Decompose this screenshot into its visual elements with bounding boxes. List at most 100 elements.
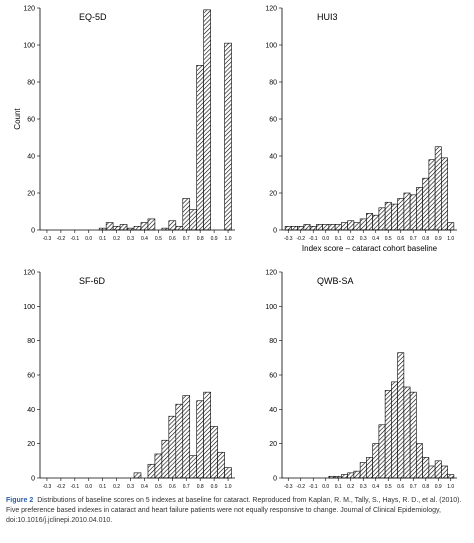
x-tick-label: 0.4 (141, 484, 148, 490)
x-tick-label: 0.9 (435, 236, 442, 242)
y-tick-label: 40 (27, 407, 35, 414)
x-tick-label: 1.0 (225, 484, 232, 490)
x-tick-label: 0.0 (322, 484, 329, 490)
histogram-bar (422, 177, 430, 231)
histogram-bar (284, 226, 292, 231)
y-tick-label: 40 (269, 154, 277, 161)
x-tick-label: -0.1 (71, 484, 80, 490)
x-tick-label: 0.7 (410, 236, 417, 242)
histogram-bar (359, 462, 367, 479)
x-tick-label: -0.2 (296, 484, 305, 490)
x-tick-label: 0.6 (397, 484, 404, 490)
y-tick-label: 80 (27, 80, 35, 87)
x-tick-label: 1.0 (225, 236, 232, 242)
histogram-bar (428, 465, 436, 479)
x-tick-label: 0.2 (113, 484, 120, 490)
histogram-bar (119, 224, 128, 231)
histogram-bar (175, 226, 184, 231)
histogram-bar (291, 226, 298, 231)
histogram-bar (347, 220, 355, 231)
histogram-bar (378, 424, 386, 479)
x-tick-label: -0.3 (284, 484, 293, 490)
histogram-bar (322, 224, 330, 231)
histogram-bar (434, 460, 442, 479)
histogram-bar (341, 222, 348, 231)
x-tick-label: 0.3 (360, 236, 367, 242)
histogram-bar (147, 463, 156, 479)
histogram-bar (182, 198, 191, 231)
y-tick-label: 0 (31, 228, 35, 235)
x-tick-label: 0.4 (372, 484, 379, 490)
x-tick-label: 1.0 (447, 484, 454, 490)
histogram-bar (328, 224, 336, 231)
y-tick-label: 100 (23, 43, 35, 50)
y-tick-label: 60 (269, 373, 277, 380)
y-tick-label: 20 (27, 191, 35, 198)
y-tick-label: 20 (27, 441, 35, 448)
histogram-bar (384, 201, 392, 231)
y-tick-label: 40 (27, 154, 35, 161)
x-tick-label: 0.3 (127, 236, 134, 242)
histogram-bar (168, 415, 177, 479)
histogram-bar (147, 218, 156, 231)
histogram-bar (224, 467, 232, 479)
caption-label: Figure 2 (6, 497, 34, 504)
histogram-bar (309, 226, 317, 231)
histogram-bar (372, 214, 380, 231)
histogram-bar (175, 403, 184, 479)
x-tick-label: 0.9 (211, 484, 218, 490)
histogram-bar (189, 209, 197, 231)
x-tick-label: 0.9 (435, 484, 442, 490)
x-tick-label: 0.5 (155, 484, 162, 490)
histogram-bar (161, 439, 170, 479)
x-tick-label: 0.1 (99, 236, 106, 242)
histogram-bar (353, 470, 361, 479)
histogram-bar (409, 391, 417, 479)
x-tick-label: 0.6 (169, 236, 176, 242)
y-tick-label: 100 (23, 304, 35, 311)
x-tick-label: 0.3 (127, 484, 134, 490)
histogram-bar (203, 9, 211, 231)
y-tick-label: 20 (269, 441, 277, 448)
x-tick-label: 0.1 (99, 484, 106, 490)
histogram-bar (203, 391, 211, 479)
x-tick-label: -0.2 (57, 236, 66, 242)
histogram-bar (416, 443, 423, 479)
histogram-bar (397, 352, 405, 479)
histogram-bar (366, 213, 373, 231)
histogram-bar (391, 381, 398, 479)
histogram-bar (316, 224, 323, 231)
x-tick-label: 0.5 (385, 236, 392, 242)
histogram-bar (154, 453, 163, 479)
histogram-bar (378, 207, 386, 231)
x-tick-label: 0.7 (183, 484, 190, 490)
chart-title: EQ-5D (79, 12, 107, 22)
x-tick-label: 0.6 (397, 236, 404, 242)
histogram-bar (359, 218, 367, 231)
histogram-bar (196, 65, 204, 231)
histogram-bar (353, 222, 361, 231)
histogram-bar (441, 465, 448, 479)
histogram-bar (422, 457, 430, 479)
x-tick-label: 0.0 (85, 484, 92, 490)
histogram-bar (196, 400, 204, 479)
histogram-bar (403, 192, 411, 231)
y-tick-label: 120 (265, 270, 277, 277)
x-tick-label: 0.2 (347, 236, 354, 242)
x-tick-label: 0.7 (183, 236, 190, 242)
x-tick-label: 0.7 (410, 484, 417, 490)
x-tick-label: 0.8 (197, 484, 204, 490)
y-tick-label: 0 (273, 476, 277, 483)
y-tick-label: 80 (269, 80, 277, 87)
histogram-bar (133, 472, 142, 479)
x-tick-label: -0.1 (309, 236, 318, 242)
x-tick-label: 0.0 (85, 236, 92, 242)
histogram-bar (391, 203, 398, 231)
histogram-bar (189, 455, 197, 479)
x-tick-label: 0.1 (335, 236, 342, 242)
histogram-bar (447, 474, 455, 479)
histogram-bar (403, 386, 411, 479)
caption: Figure 2 Distributions of baseline scores… (6, 496, 468, 526)
y-tick-label: 100 (265, 43, 277, 50)
